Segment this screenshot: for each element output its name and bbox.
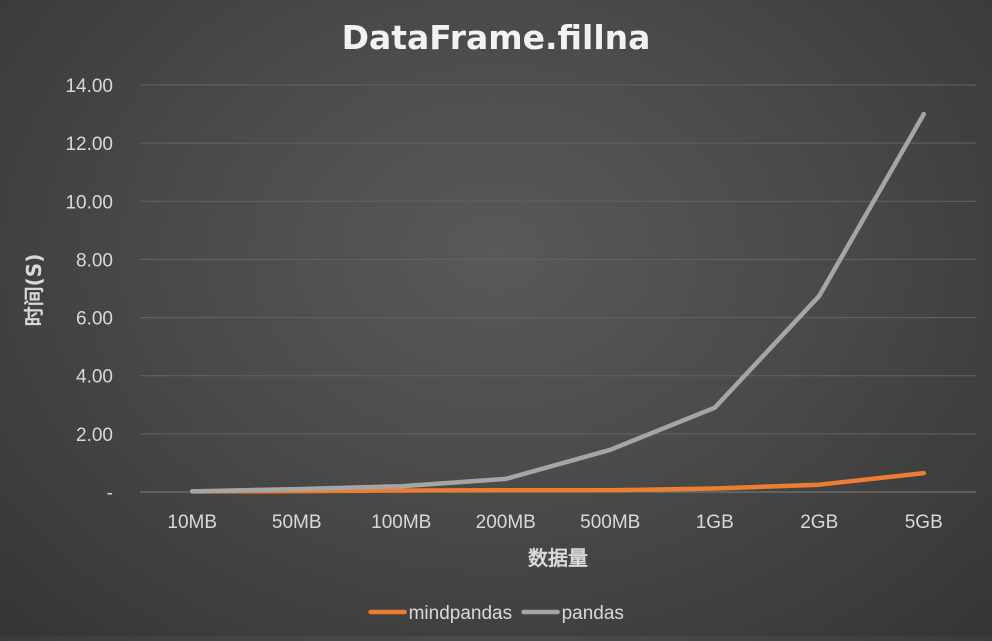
gridlines [140,84,976,493]
x-tick-label: 2GB [800,512,838,533]
legend-label-pandas: pandas [562,603,624,624]
x-tick-label: 10MB [167,512,217,533]
legend-label-mindpandas: mindpandas [409,603,513,624]
y-tick-label: 4.00 [76,367,113,388]
x-tick-label: 50MB [272,512,322,533]
x-axis-ticks: 10MB 50MB 100MB 200MB 500MB 1GB 2GB 5GB [167,512,942,533]
y-axis-ticks: - 2.00 4.00 6.00 8.00 10.00 12.00 14.00 [65,76,113,504]
x-axis-title: 数据量 [528,546,588,570]
series-line-pandas [190,111,927,494]
y-tick-label: 12.00 [65,134,113,155]
chart-title: DataFrame.fillna [342,18,651,57]
y-tick-label: 8.00 [76,250,113,271]
y-tick-label: 14.00 [65,76,113,97]
x-tick-label: 1GB [696,512,734,533]
y-tick-label: 10.00 [65,192,113,213]
x-tick-label: 500MB [580,512,640,533]
y-tick-label: - [107,483,113,504]
x-tick-label: 200MB [476,512,536,533]
legend: mindpandas pandas [368,603,624,624]
y-axis-title: 时间(S) [22,254,46,327]
y-tick-label: 2.00 [76,425,113,446]
y-tick-label: 6.00 [76,309,113,330]
x-tick-label: 100MB [371,512,431,533]
series-line-mindpandas [190,470,927,494]
x-tick-label: 5GB [905,512,943,533]
series-lines [190,111,927,494]
